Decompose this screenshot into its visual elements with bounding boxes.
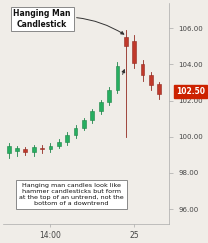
Bar: [115, 66, 119, 90]
Bar: [90, 111, 94, 121]
Bar: [40, 148, 44, 149]
Bar: [32, 147, 36, 152]
Bar: [7, 146, 11, 153]
Bar: [74, 128, 77, 135]
Bar: [82, 121, 86, 128]
Bar: [15, 148, 19, 151]
Bar: [124, 37, 128, 46]
Bar: [24, 149, 27, 152]
Text: Hanging man candles look like
hammer candlesticks but form
at the top of an untr: Hanging man candles look like hammer can…: [19, 183, 124, 206]
Bar: [157, 84, 161, 94]
Text: Hanging Man
Candlestick: Hanging Man Candlestick: [13, 9, 124, 34]
Bar: [65, 135, 69, 142]
Text: 102.50: 102.50: [176, 87, 205, 96]
Bar: [49, 146, 52, 149]
Bar: [107, 90, 111, 102]
Bar: [141, 64, 144, 75]
Bar: [99, 102, 103, 111]
Bar: [57, 142, 61, 146]
Bar: [149, 75, 153, 85]
Bar: [132, 41, 136, 62]
